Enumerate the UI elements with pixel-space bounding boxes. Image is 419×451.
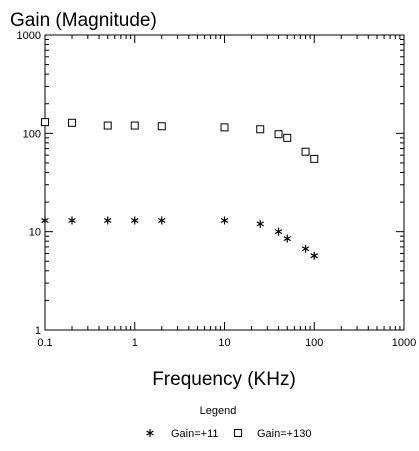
y-tick-label: 1 [35, 325, 41, 337]
x-tick-label: 100 [305, 337, 323, 349]
legend-marker-square [234, 429, 242, 437]
data-point-gain-11 [274, 227, 283, 236]
chart-title: Gain (Magnitude) [10, 10, 157, 31]
data-point-gain-130 [301, 147, 310, 156]
data-point-gain-130 [256, 125, 265, 134]
data-point-gain-11 [103, 216, 112, 225]
legend: Legend Gain=+11 Gain=+130 [146, 405, 311, 440]
data-point-gain-130 [130, 121, 139, 130]
legend-title: Legend [200, 405, 237, 417]
data-point-gain-130 [220, 123, 229, 132]
data-point-gain-130 [283, 133, 292, 142]
data-point-gain-11 [256, 219, 264, 228]
legend-marker-asterisk [146, 429, 154, 437]
data-point-gain-130 [68, 118, 77, 127]
data-point-gain-130 [41, 118, 49, 127]
data-point-gain-130 [310, 154, 319, 163]
data-point-gain-11 [220, 216, 229, 225]
data-point-gain-130 [274, 130, 283, 139]
data-point-gain-11 [158, 216, 166, 225]
x-tick-label: 0.1 [37, 337, 52, 349]
x-tick-label: 1000 [392, 337, 416, 349]
data-point-gain-11 [68, 216, 76, 225]
x-tick-label: 1 [132, 337, 138, 349]
x-axis-label: Frequency (KHz) [152, 369, 296, 390]
plot-frame [44, 34, 405, 331]
data-point-gain-11 [310, 251, 319, 260]
y-tick-label: 1000 [17, 30, 41, 42]
y-tick-label: 10 [29, 227, 41, 239]
data-point-gain-11 [283, 234, 291, 243]
x-tick-label: 10 [218, 337, 230, 349]
data-point-gain-11 [301, 244, 310, 253]
data-point-gain-11 [130, 216, 139, 225]
data-point-gain-11 [41, 216, 49, 225]
data-point-gain-130 [157, 122, 166, 131]
y-tick-label: 100 [23, 128, 41, 140]
legend-entry-label: Gain=+11 [171, 428, 219, 440]
legend-entry-label: Gain=+130 [257, 428, 311, 440]
data-marks [41, 118, 319, 260]
data-point-gain-130 [103, 121, 112, 130]
